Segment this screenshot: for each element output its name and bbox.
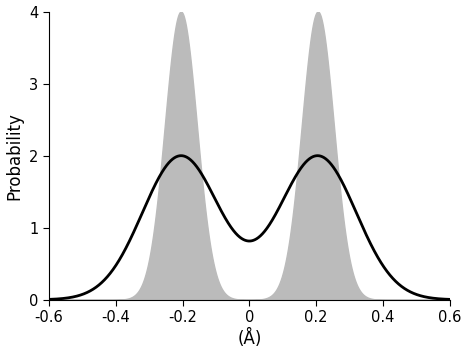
Y-axis label: Probability: Probability [6, 112, 23, 200]
X-axis label: (Å): (Å) [237, 329, 262, 348]
